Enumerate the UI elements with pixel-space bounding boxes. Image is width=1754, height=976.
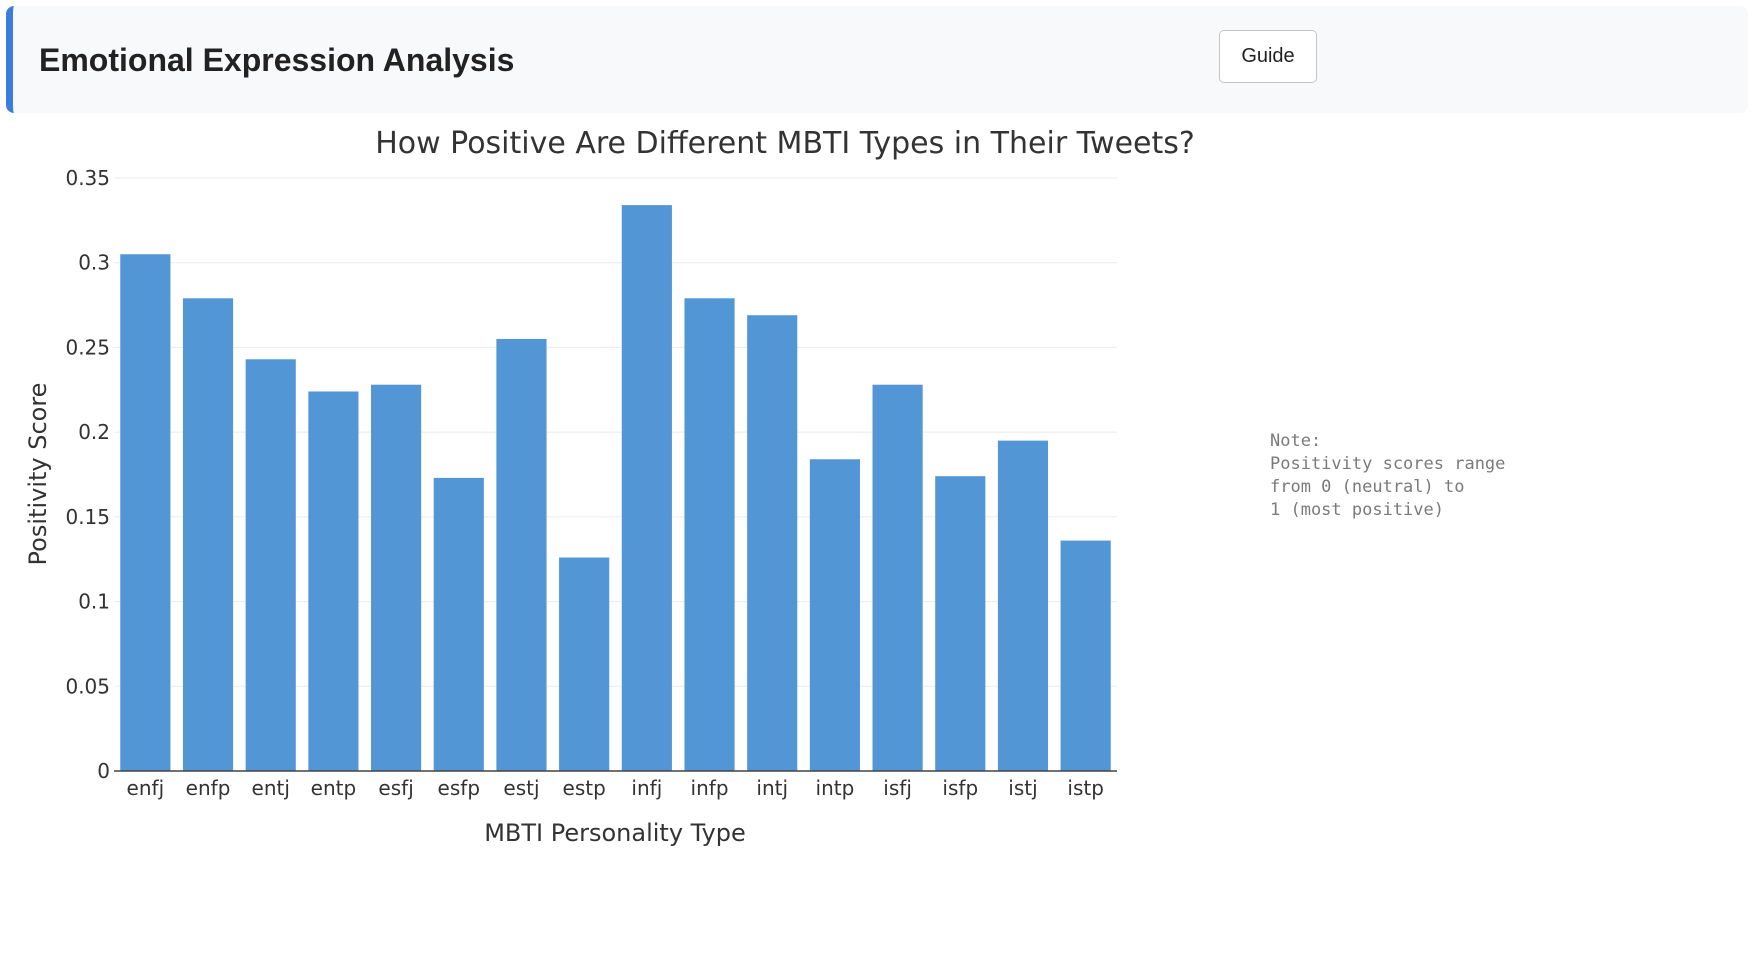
bar-enfp[interactable]: [182, 298, 234, 771]
x-tick-label: infj: [631, 776, 662, 800]
x-tick-label: istp: [1067, 776, 1104, 800]
x-tick-label: isfp: [942, 776, 978, 800]
x-tick-label: esfp: [438, 776, 480, 800]
note-line: 1 (most positive): [1270, 500, 1444, 520]
page-title: Emotional Expression Analysis: [39, 42, 515, 78]
bars: [120, 205, 1111, 771]
x-tick-label: enfj: [127, 776, 165, 800]
bar-enfj[interactable]: [120, 254, 171, 771]
y-axis-title: Positivity Score: [24, 383, 52, 566]
y-tick-label: 0.05: [65, 674, 110, 698]
y-tick-label: 0.25: [65, 335, 110, 359]
y-tick-label: 0.1: [78, 590, 110, 614]
bar-esfj[interactable]: [371, 384, 422, 771]
x-tick-label: entj: [252, 776, 290, 800]
y-tick-label: 0.15: [65, 505, 110, 529]
header-panel: Emotional Expression Analysis Guide: [6, 6, 1748, 113]
x-tick-label: esfj: [378, 776, 413, 800]
guide-button[interactable]: Guide: [1219, 30, 1317, 83]
y-tick-label: 0: [97, 759, 110, 783]
bar-isfj[interactable]: [872, 384, 923, 771]
x-tick-label: estp: [563, 776, 606, 800]
bar-entj[interactable]: [245, 359, 296, 771]
chart-note: Note: Positivity scores range from 0 (ne…: [1270, 430, 1530, 522]
bar-istj[interactable]: [997, 440, 1049, 771]
x-tick-label: entp: [311, 776, 357, 800]
bar-entp[interactable]: [308, 391, 359, 771]
y-tick-labels: 0 0.05 0.1 0.15 0.2 0.25 0.3 0.35: [65, 166, 110, 783]
x-axis-title: MBTI Personality Type: [484, 819, 746, 847]
x-tick-label: enfp: [186, 776, 231, 800]
note-line: from 0 (neutral) to: [1270, 477, 1465, 497]
note-line: Note:: [1270, 431, 1322, 451]
x-tick-label: infp: [691, 776, 729, 800]
note-line: Positivity scores range: [1270, 454, 1506, 474]
y-tick-label: 0.35: [65, 166, 110, 190]
bar-estj[interactable]: [496, 338, 547, 771]
x-tick-label: intp: [816, 776, 855, 800]
y-tick-label: 0.3: [78, 251, 110, 275]
x-tick-label: isfj: [883, 776, 912, 800]
chart-title: How Positive Are Different MBTI Types in…: [375, 126, 1195, 161]
bar-esfp[interactable]: [433, 477, 484, 771]
bar-infp[interactable]: [684, 298, 735, 771]
bar-intp[interactable]: [809, 459, 860, 771]
bar-estp[interactable]: [559, 557, 610, 771]
x-tick-label: istj: [1008, 776, 1037, 800]
bar-intj[interactable]: [747, 315, 798, 771]
y-tick-label: 0.2: [78, 420, 110, 444]
x-tick-labels: enfj enfp entj entp esfj esfp estj estp infj infp…: [127, 776, 1104, 800]
bar-istp[interactable]: [1060, 540, 1111, 771]
x-tick-label: intj: [756, 776, 788, 800]
x-tick-label: estj: [503, 776, 539, 800]
bar-infj[interactable]: [621, 205, 672, 771]
bar-isfp[interactable]: [935, 476, 986, 771]
